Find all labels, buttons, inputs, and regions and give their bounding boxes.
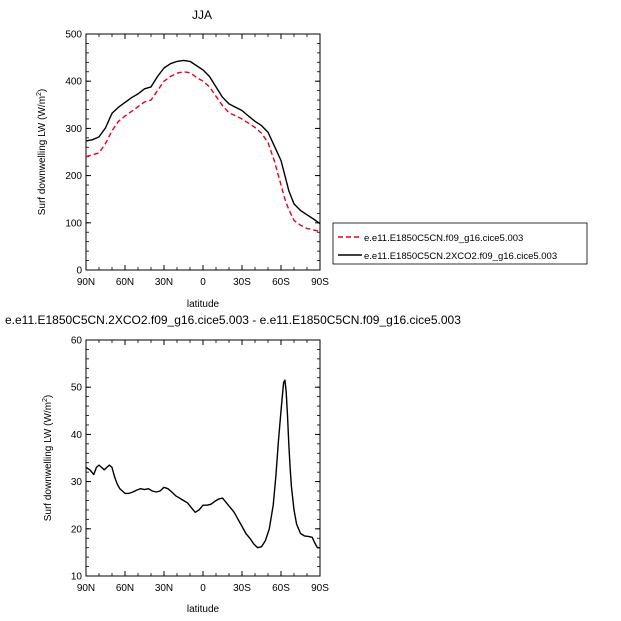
top-x-tick-label-2: 30N xyxy=(155,277,173,288)
bottom-x-tick-label-1: 60N xyxy=(116,583,134,594)
bottom-y-tick-label-1: 20 xyxy=(71,524,83,535)
bottom-y-tick-label-3: 40 xyxy=(71,430,83,441)
bottom-x-tick-label-0: 90N xyxy=(77,583,95,594)
bottom-series-group xyxy=(85,379,320,549)
top-x-axis-title: latitude xyxy=(187,299,220,310)
top-axis-ticks: 90N 60N 30N 0 30S 60S 90S 0 100 200 300 400 500 xyxy=(65,30,329,289)
bottom-x-axis-title: latitude xyxy=(187,604,220,615)
bottom-y-axis-title-superscript: 2 xyxy=(42,398,49,402)
top-series-group xyxy=(85,59,321,232)
top-x-tick-label-4: 30S xyxy=(233,277,251,288)
top-x-tick-label-3: 0 xyxy=(200,277,206,288)
bottom-y-tick-label-0: 10 xyxy=(71,572,83,583)
bottom-y-axis-title: Surf downwelling LW (W/m2) xyxy=(42,395,54,522)
top-legend: e.e11.E1850C5CN.f09_g16.cice5.003 e.e11.… xyxy=(332,222,588,265)
top-series-line-1 xyxy=(85,71,321,232)
top-y-tick-label-1: 100 xyxy=(65,218,82,229)
top-x-tick-label-0: 90N xyxy=(77,277,95,288)
top-y-axis-title-close: ) xyxy=(37,89,48,92)
top-y-tick-label-5: 500 xyxy=(65,30,82,41)
bottom-y-tick-label-5: 60 xyxy=(71,336,83,347)
top-chart-title: JJA xyxy=(192,8,212,22)
bottom-x-tick-label-3: 0 xyxy=(200,583,206,594)
top-y-tick-label-0: 0 xyxy=(76,266,82,277)
top-y-axis-title: Surf downwelling LW (W/m2) xyxy=(36,89,48,216)
top-panel: JJA 90N 60N 30N 0 30S 60S 90S0100200300400500 … xyxy=(36,8,588,310)
top-y-tick-label-2: 200 xyxy=(65,171,82,182)
bottom-y-tick-label-4: 50 xyxy=(71,383,83,394)
top-x-tick-label-6: 90S xyxy=(311,277,329,288)
top-y-tick-label-3: 300 xyxy=(65,124,82,135)
bottom-x-tick-label-5: 60S xyxy=(272,583,290,594)
top-y-tick-label-4: 400 xyxy=(65,77,82,88)
bottom-y-axis-title-main: Surf downwelling LW (W/m xyxy=(43,402,54,521)
bottom-y-axis-title-close: ) xyxy=(43,395,54,398)
bottom-x-tick-label-4: 30S xyxy=(233,583,251,594)
bottom-plot-frame xyxy=(85,339,321,577)
bottom-x-tick-label-2: 30N xyxy=(155,583,173,594)
legend-box xyxy=(332,222,588,265)
bottom-chart-title: e.e11.E1850C5CN.2XCO2.f09_g16.cice5.003 … xyxy=(5,313,461,327)
top-y-axis-title-superscript: 2 xyxy=(36,92,43,96)
bottom-x-tick-label-6: 90S xyxy=(311,583,329,594)
top-y-axis-title-main: Surf downwelling LW (W/m xyxy=(37,96,48,215)
bottom-y-tick-label-2: 30 xyxy=(71,477,83,488)
bottom-axis-ticks: 90N 60N 30N 0 30S 60S 90S 10 20 30 40 50 60 xyxy=(71,336,329,595)
legend-label-series-2: e.e11.E1850C5CN.2XCO2.f09_g16.cice5.003 xyxy=(364,251,557,262)
top-series-line-2 xyxy=(85,59,321,225)
top-x-tick-label-1: 60N xyxy=(116,277,134,288)
bottom-panel: e.e11.E1850C5CN.2XCO2.f09_g16.cice5.003 … xyxy=(5,313,461,615)
top-x-tick-label-5: 60S xyxy=(272,277,290,288)
legend-label-series-1: e.e11.E1850C5CN.f09_g16.cice5.003 xyxy=(364,233,523,244)
bottom-series-line-1 xyxy=(85,379,320,549)
